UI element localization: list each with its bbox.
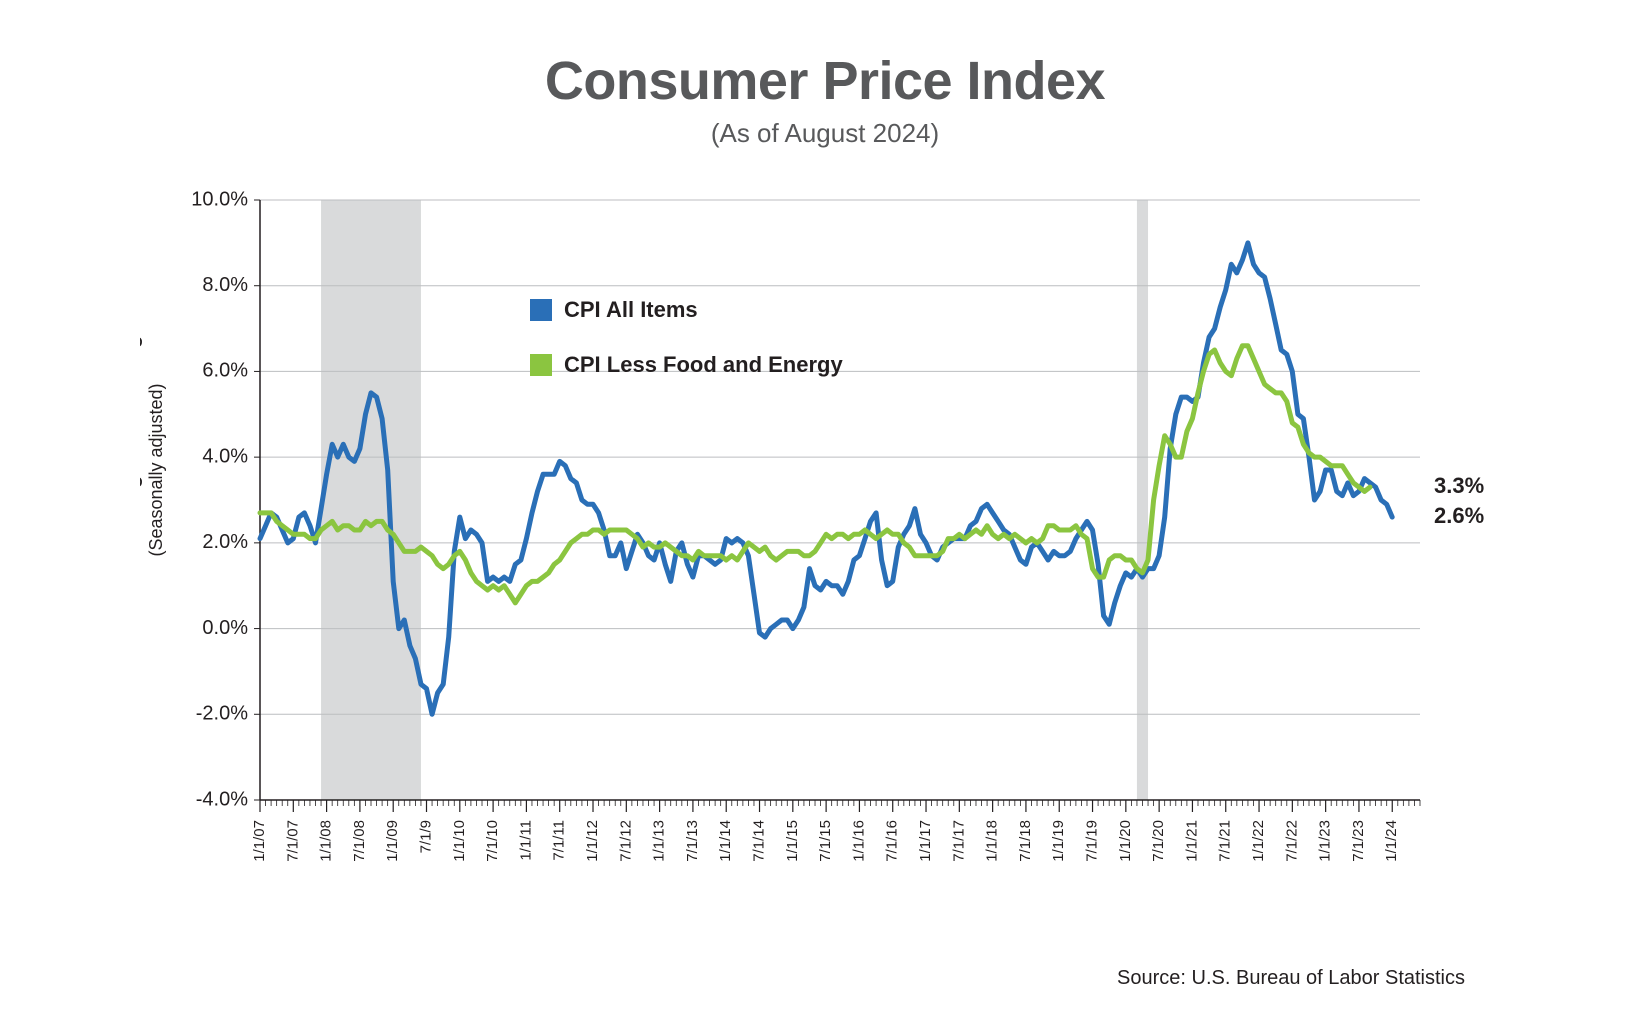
legend-label: CPI Less Food and Energy xyxy=(564,352,843,377)
x-tick-label: 1/1/22 xyxy=(1250,820,1267,862)
x-tick-label: 1/1/12 xyxy=(584,820,601,862)
y-tick-label: 8.0% xyxy=(202,274,248,296)
line-chart: -4.0% -2.0% 0.0% 2.0% 4.0% 6.0% 8.0% 10.0% 1/1/0… xyxy=(140,180,1520,940)
x-tick-label: 7/1/07 xyxy=(284,820,301,862)
x-tick-label: 1/1/21 xyxy=(1183,820,1200,862)
source-line: Source: U.S. Bureau of Labor Statistics xyxy=(1117,967,1465,990)
chart-subtitle: (As of August 2024) xyxy=(0,118,1650,149)
x-tick-label: 7/1/20 xyxy=(1150,820,1167,862)
y-tick-label: -2.0% xyxy=(196,703,248,725)
legend-label: CPI All Items xyxy=(564,297,698,322)
x-tick-label: 1/1/23 xyxy=(1317,820,1334,862)
series-end-label: 3.3% xyxy=(1434,473,1484,498)
x-tick-label: 7/1/16 xyxy=(884,820,901,862)
x-tick-label: 1/1/09 xyxy=(384,820,401,862)
x-tick-label: 7/1/23 xyxy=(1350,820,1367,862)
x-tick-label: 7/1/17 xyxy=(950,820,967,862)
x-tick-label: 7/1/14 xyxy=(751,820,768,862)
x-tick-label: 7/1/19 xyxy=(1084,820,1101,862)
x-tick-label: 1/1/20 xyxy=(1117,820,1134,862)
x-tick-label: 7/1/12 xyxy=(617,820,634,862)
x-tick-label: 1/1/13 xyxy=(651,820,668,862)
y-tick-label: -4.0% xyxy=(196,788,248,810)
recession-band xyxy=(321,200,421,800)
x-tick-label: 1/1/24 xyxy=(1383,820,1400,862)
series-end-label: 2.6% xyxy=(1434,503,1484,528)
x-tick-label: 1/1/15 xyxy=(784,820,801,862)
x-tick-label: 1/1/19 xyxy=(1050,820,1067,862)
legend-swatch xyxy=(530,354,552,376)
x-tick-label: 1/1/11 xyxy=(517,820,534,861)
x-tick-label: 7/1/22 xyxy=(1283,820,1300,862)
x-tick-label: 7/1/11 xyxy=(551,820,568,861)
y-tick-label: 4.0% xyxy=(202,445,248,467)
y-tick-label: 6.0% xyxy=(202,360,248,382)
y-tick-label: 10.0% xyxy=(191,188,248,210)
x-tick-label: 7/1/08 xyxy=(351,820,368,862)
series-line xyxy=(260,346,1370,603)
x-tick-label: 1/1/17 xyxy=(917,820,934,862)
x-tick-label: 1/1/08 xyxy=(318,820,335,862)
series-line xyxy=(260,243,1392,714)
chart-title: Consumer Price Index xyxy=(0,50,1650,112)
x-tick-label: 1/1/16 xyxy=(850,820,867,862)
x-tick-label: 1/1/10 xyxy=(451,820,468,862)
x-tick-label: 1/1/07 xyxy=(251,820,268,862)
y-tick-label: 2.0% xyxy=(202,531,248,553)
legend-swatch xyxy=(530,299,552,321)
x-tick-label: 1/1/18 xyxy=(984,820,1001,862)
x-tick-label: 7/1/13 xyxy=(684,820,701,862)
y-tick-label: 0.0% xyxy=(202,617,248,639)
y-axis-subtitle: (Seasonally adjusted) xyxy=(146,383,166,556)
x-tick-label: 7/1/15 xyxy=(817,820,834,862)
x-tick-label: 7/1/18 xyxy=(1017,820,1034,862)
x-tick-label: 7/1/21 xyxy=(1217,820,1234,862)
x-tick-label: 7/1/10 xyxy=(484,820,501,862)
x-tick-label: 1/1/14 xyxy=(717,820,734,862)
x-tick-label: 7/1/9 xyxy=(418,820,435,853)
y-axis-title: Percent Change from Year Ago xyxy=(140,323,143,616)
recession-band xyxy=(1137,200,1148,800)
